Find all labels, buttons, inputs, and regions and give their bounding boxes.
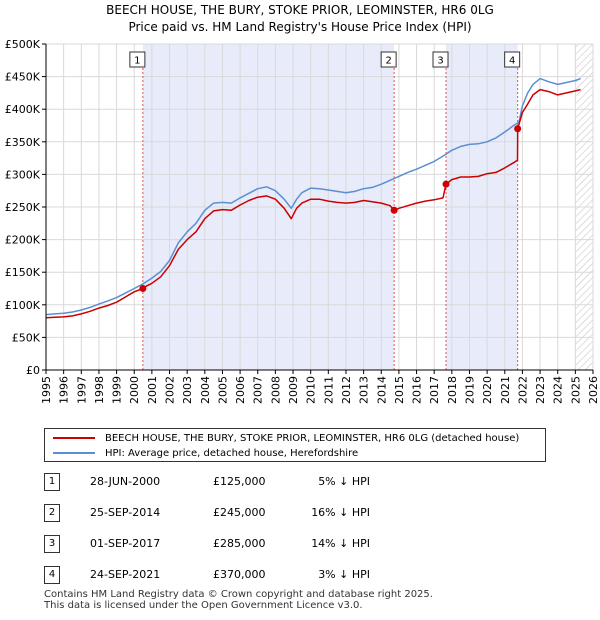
- x-tick-label: 2011: [322, 376, 335, 404]
- x-tick-label: 1999: [111, 376, 124, 404]
- legend-swatch-hpi: [53, 452, 95, 454]
- x-tick-label: 2022: [516, 376, 529, 404]
- x-tick-label: 2014: [375, 376, 388, 404]
- x-tick-label: 2026: [587, 376, 600, 404]
- x-tick-label: 2001: [146, 376, 159, 404]
- x-tick-label: 2000: [128, 376, 141, 404]
- sale-hpi-diff: 5% ↓ HPI: [318, 475, 370, 488]
- footer-attribution: Contains HM Land Registry data © Crown c…: [44, 589, 433, 611]
- chart-title: BEECH HOUSE, THE BURY, STOKE PRIOR, LEOM…: [0, 2, 600, 36]
- sale-hpi-diff: 14% ↓ HPI: [311, 537, 370, 550]
- chart-legend: BEECH HOUSE, THE BURY, STOKE PRIOR, LEOM…: [44, 428, 546, 462]
- x-tick-label: 2007: [252, 376, 265, 404]
- chart-title-line2: Price paid vs. HM Land Registry's House …: [128, 20, 472, 34]
- x-tick-label: 2013: [358, 376, 371, 404]
- sale-point: [139, 285, 147, 292]
- x-tick-label: 1996: [58, 376, 71, 404]
- x-tick-label: 2010: [305, 376, 318, 404]
- legend-swatch-property: [53, 437, 95, 439]
- y-tick-label: £200K: [5, 234, 41, 247]
- sale-marker-box: [432, 51, 449, 68]
- price-chart: 1 2 3 4 £0 £50K £100K £150K £200K £250K £300K £350…: [5, 38, 600, 404]
- x-tick-label: 2017: [428, 376, 441, 404]
- x-tick-label: 2005: [216, 376, 229, 404]
- sale-point: [442, 180, 450, 188]
- footer-line2: This data is licensed under the Open Gov…: [44, 600, 363, 611]
- x-tick-label: 2006: [234, 376, 247, 404]
- legend-label-hpi: HPI: Average price, detached house, Here…: [105, 447, 359, 459]
- x-tick-label: 2025: [569, 376, 582, 404]
- y-tick-label: £150K: [5, 266, 41, 279]
- sale-price: £285,000: [213, 537, 266, 550]
- x-tick-label: 2015: [393, 376, 406, 404]
- y-tick-label: £400K: [5, 103, 41, 116]
- y-tick-label: £300K: [5, 168, 41, 181]
- sale-number-badge: 4: [44, 566, 60, 584]
- y-tick-label: £500K: [5, 38, 41, 51]
- chart-title-line1: BEECH HOUSE, THE BURY, STOKE PRIOR, LEOM…: [106, 3, 494, 17]
- x-tick-label: 2009: [287, 376, 300, 404]
- sale-row: 3 01-SEP-2017 £285,000 14% ↓ HPI: [0, 535, 600, 553]
- sale-marker-box: [380, 51, 397, 68]
- sale-marker-label: 1: [134, 56, 140, 67]
- y-tick-label: £250K: [5, 201, 41, 214]
- sale-marker-label: 4: [509, 56, 515, 67]
- sale-hpi-diff: 16% ↓ HPI: [311, 506, 370, 519]
- x-tick-label: 2008: [269, 376, 282, 404]
- x-tick-label: 2020: [481, 376, 494, 404]
- sale-row: 2 25-SEP-2014 £245,000 16% ↓ HPI: [0, 504, 600, 522]
- hpi-line: [45, 77, 581, 316]
- sale-marker-box: [504, 51, 521, 68]
- sale-point: [390, 206, 398, 214]
- x-tick-label: 1998: [93, 376, 106, 404]
- sale-date: 24-SEP-2021: [90, 568, 161, 581]
- sale-number-badge: 3: [44, 535, 60, 553]
- x-tick-label: 2023: [534, 376, 547, 404]
- sale-row: 4 24-SEP-2021 £370,000 3% ↓ HPI: [0, 566, 600, 584]
- x-tick-label: 2019: [463, 376, 476, 404]
- legend-item-hpi: HPI: Average price, detached house, Here…: [53, 446, 358, 460]
- sale-number-badge: 2: [44, 504, 60, 522]
- x-tick-label: 2003: [181, 376, 194, 404]
- sale-marker-label: 2: [385, 56, 391, 67]
- sale-date: 01-SEP-2017: [90, 537, 161, 550]
- sale-price: £125,000: [213, 475, 266, 488]
- x-tick-label: 2021: [499, 376, 512, 404]
- x-tick-label: 2004: [199, 376, 212, 404]
- sale-hpi-diff: 3% ↓ HPI: [318, 568, 370, 581]
- sale-marker-label: 3: [437, 56, 443, 67]
- y-tick-label: £100K: [5, 299, 41, 312]
- y-tick-label: £0: [26, 364, 40, 377]
- x-tick-label: 1997: [75, 376, 88, 404]
- sale-point: [514, 125, 522, 133]
- y-tick-label: £350K: [5, 136, 41, 149]
- sale-price: £370,000: [213, 568, 266, 581]
- x-tick-label: 2024: [552, 376, 565, 404]
- sale-date: 25-SEP-2014: [90, 506, 161, 519]
- legend-item-property: BEECH HOUSE, THE BURY, STOKE PRIOR, LEOM…: [53, 431, 519, 445]
- x-tick-label: 2016: [411, 376, 424, 404]
- sale-date: 28-JUN-2000: [90, 475, 161, 488]
- sale-price: £245,000: [213, 506, 266, 519]
- sale-number-badge: 1: [44, 473, 60, 491]
- y-tick-label: £450K: [5, 71, 41, 84]
- x-tick-label: 1995: [40, 376, 53, 404]
- x-tick-label: 2012: [340, 376, 353, 404]
- x-tick-label: 2018: [446, 376, 459, 404]
- sale-marker-box: [129, 51, 146, 68]
- y-tick-label: £50K: [12, 331, 41, 344]
- x-tick-label: 2002: [164, 376, 177, 404]
- footer-line1: Contains HM Land Registry data © Crown c…: [44, 589, 433, 600]
- legend-label-property: BEECH HOUSE, THE BURY, STOKE PRIOR, LEOM…: [105, 432, 520, 444]
- sale-row: 1 28-JUN-2000 £125,000 5% ↓ HPI: [0, 473, 600, 491]
